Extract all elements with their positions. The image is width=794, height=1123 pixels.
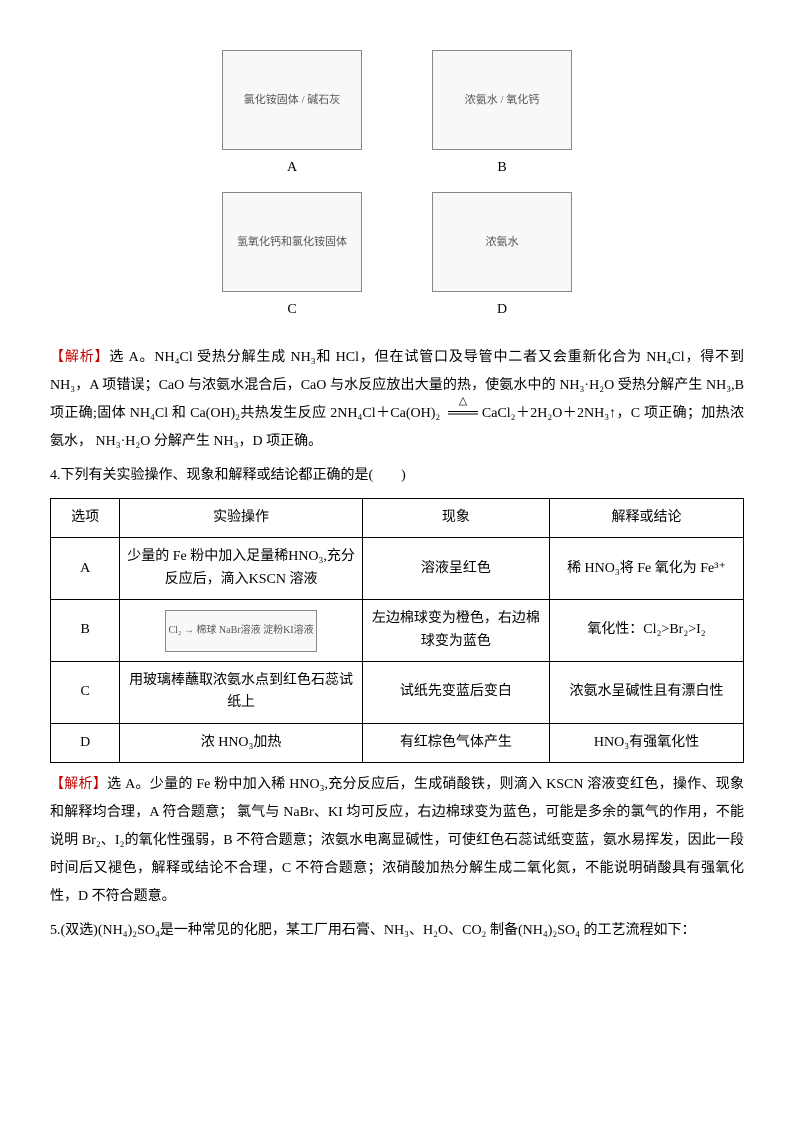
analysis-q3-sub2: )₂: [431, 406, 441, 421]
figure-C: 氢氧化钙和氯化铵固体 C: [207, 192, 377, 324]
th-operation: 实验操作: [120, 499, 363, 538]
table-row: B Cl₂ → 棉球 NaBr溶液 淀粉KI溶液 左边棉球变为橙色，右边棉球变为…: [51, 600, 744, 662]
figure-A-placeholder: 氯化铵固体 / 碱石灰: [222, 50, 362, 150]
cell-opt-B: B: [51, 600, 120, 662]
experiment-table: 选项 实验操作 现象 解释或结论 A 少量的 Fe 粉中加入足量稀HNO₃,充分…: [50, 498, 744, 763]
th-option: 选项: [51, 499, 120, 538]
th-conclusion: 解释或结论: [549, 499, 743, 538]
figure-A-label: A: [287, 154, 297, 182]
cell-ph-A: 溶液呈红色: [362, 538, 549, 600]
figure-D-placeholder: 浓氨水: [432, 192, 572, 292]
figure-A: 氯化铵固体 / 碱石灰 A: [207, 50, 377, 182]
figure-B-placeholder: 浓氨水 / 氧化钙: [432, 50, 572, 150]
apparatus-figure-grid: 氯化铵固体 / 碱石灰 A 浓氨水 / 氧化钙 B 氢氧化钙和氯化铵固体 C 浓…: [207, 50, 587, 324]
question-4-stem: 4.下列有关实验操作、现象和解释或结论都正确的是( ): [50, 462, 744, 490]
question-5-stem: 5.(双选)(NH₄)₂SO₄是一种常见的化肥，某工厂用石膏、NH₃、H₂O、C…: [50, 917, 744, 945]
figure-B: 浓氨水 / 氧化钙 B: [417, 50, 587, 182]
cl2-apparatus-figure: Cl₂ → 棉球 NaBr溶液 淀粉KI溶液: [165, 610, 317, 652]
cell-opt-A: A: [51, 538, 120, 600]
cell-ph-B: 左边棉球变为橙色，右边棉球变为蓝色: [362, 600, 549, 662]
cell-con-A: 稀 HNO₃将 Fe 氧化为 Fe³⁺: [549, 538, 743, 600]
cell-opt-C: C: [51, 661, 120, 723]
reaction-arrow: △═══: [444, 400, 482, 428]
table-header-row: 选项 实验操作 现象 解释或结论: [51, 499, 744, 538]
analysis-q4: 【解析】选 A。少量的 Fe 粉中加入稀 HNO₃,充分反应后，生成硝酸铁，则滴…: [50, 771, 744, 911]
cell-ph-C: 试纸先变蓝后变白: [362, 661, 549, 723]
table-row: D 浓 HNO₃加热 有红棕色气体产生 HNO₃有强氧化性: [51, 723, 744, 762]
th-phenomenon: 现象: [362, 499, 549, 538]
table-row: A 少量的 Fe 粉中加入足量稀HNO₃,充分反应后，滴入KSCN 溶液 溶液呈…: [51, 538, 744, 600]
analysis-label-q3: 【解析】: [50, 350, 109, 365]
analysis-q3: 【解析】选 A。NH₄Cl 受热分解生成 NH₃和 HCl，但在试管口及导管中二…: [50, 344, 744, 456]
figure-C-placeholder: 氢氧化钙和氯化铵固体: [222, 192, 362, 292]
cell-con-D: HNO₃有强氧化性: [549, 723, 743, 762]
figure-D: 浓氨水 D: [417, 192, 587, 324]
table-row: C 用玻璃棒蘸取浓氨水点到红色石蕊试纸上 试纸先变蓝后变白 浓氨水呈碱性且有漂白…: [51, 661, 744, 723]
heat-triangle-icon: △: [459, 390, 467, 412]
analysis-q4-text: 选 A。少量的 Fe 粉中加入稀 HNO₃,充分反应后，生成硝酸铁，则滴入 KS…: [50, 777, 744, 904]
figure-D-label: D: [497, 296, 507, 324]
analysis-label-q4: 【解析】: [50, 777, 107, 792]
cell-opt-D: D: [51, 723, 120, 762]
cell-con-C: 浓氨水呈碱性且有漂白性: [549, 661, 743, 723]
cell-op-C: 用玻璃棒蘸取浓氨水点到红色石蕊试纸上: [120, 661, 363, 723]
cell-ph-D: 有红棕色气体产生: [362, 723, 549, 762]
cell-op-A: 少量的 Fe 粉中加入足量稀HNO₃,充分反应后，滴入KSCN 溶液: [120, 538, 363, 600]
figure-C-label: C: [287, 296, 296, 324]
cell-op-D: 浓 HNO₃加热: [120, 723, 363, 762]
cell-op-B: Cl₂ → 棉球 NaBr溶液 淀粉KI溶液: [120, 600, 363, 662]
figure-B-label: B: [497, 154, 506, 182]
cell-con-B: 氧化性：Cl₂>Br₂>I₂: [549, 600, 743, 662]
